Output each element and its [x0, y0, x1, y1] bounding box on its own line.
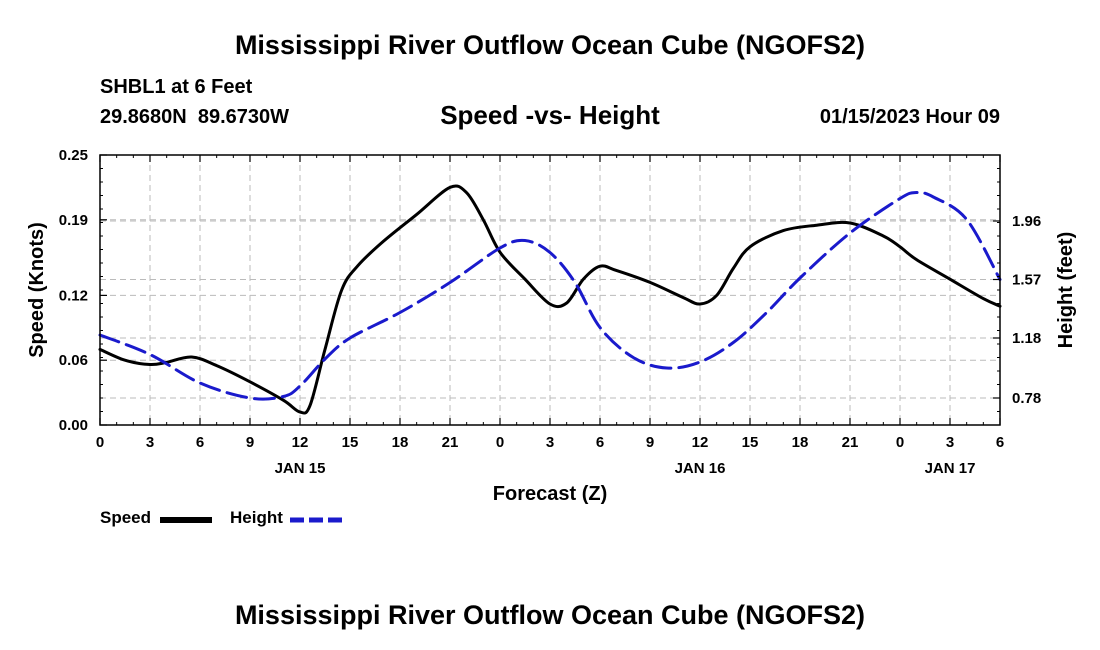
x-tick-label: 3 [946, 434, 954, 451]
y-right-tick-label: 1.96 [1012, 213, 1041, 230]
date-label: JAN 17 [925, 460, 976, 477]
speed-series-line [98, 184, 1002, 415]
x-tick-label: 9 [246, 434, 254, 451]
x-axis-title: Forecast (Z) [493, 483, 607, 505]
x-tick-label: 0 [896, 434, 904, 451]
y-right-tick-label: 0.78 [1012, 390, 1041, 407]
forecast-timestamp: 01/15/2023 Hour 09 [819, 106, 1000, 128]
grid [100, 155, 1000, 425]
station-coordinates: 29.8680N 89.6730W [100, 106, 290, 128]
x-tick-label: 15 [742, 434, 759, 451]
x-tick-label: 21 [842, 434, 859, 451]
x-tick-label: 12 [692, 434, 709, 451]
x-tick-label: 6 [596, 434, 604, 451]
y-right-axis-title: Height (feet) [1055, 232, 1077, 349]
x-tick-label: 3 [546, 434, 554, 451]
height-series-line [98, 190, 1002, 401]
y-tick-label: 0.19 [59, 212, 88, 229]
y-tick-label: 0.12 [59, 287, 88, 304]
y-tick-label: 0.25 [59, 147, 88, 164]
x-tick-label: 6 [196, 434, 204, 451]
y-right-tick-label: 1.18 [1012, 330, 1041, 347]
x-tick-label: 21 [442, 434, 459, 451]
x-tick-label: 15 [342, 434, 359, 451]
date-label: JAN 15 [275, 460, 326, 477]
chart-title-repeat: Mississippi River Outflow Ocean Cube (NG… [234, 600, 866, 630]
legend-height-label: Height [230, 508, 283, 527]
x-tick-label: 3 [146, 434, 154, 451]
station-label: SHBL1 at 6 Feet [100, 76, 253, 98]
x-tick-label: 9 [646, 434, 654, 451]
x-tick-label: 18 [392, 434, 409, 451]
y-axis-title: Speed (Knots) [26, 222, 48, 358]
tick-labels: 0 3 6 9 12 15 18 21 0 3 6 9 12 15 18 21 0 3 6 JAN 15 JAN 16 J… [59, 147, 1041, 477]
series-layer [98, 184, 1002, 415]
x-tick-label: 12 [292, 434, 309, 451]
x-tick-label: 0 [496, 434, 504, 451]
y-right-tick-label: 1.57 [1012, 272, 1041, 289]
x-tick-label: 0 [96, 434, 104, 451]
legend-speed-label: Speed [100, 508, 152, 527]
y-tick-label: 0.00 [59, 417, 88, 434]
date-label: JAN 16 [675, 460, 726, 477]
y-tick-label: 0.06 [59, 352, 88, 369]
chart-subtitle: Speed -vs- Height [440, 100, 660, 130]
x-tick-label: 18 [792, 434, 809, 451]
x-tick-label: 6 [996, 434, 1004, 451]
chart-title: Mississippi River Outflow Ocean Cube (NG… [234, 30, 866, 60]
axes [99, 154, 1001, 426]
